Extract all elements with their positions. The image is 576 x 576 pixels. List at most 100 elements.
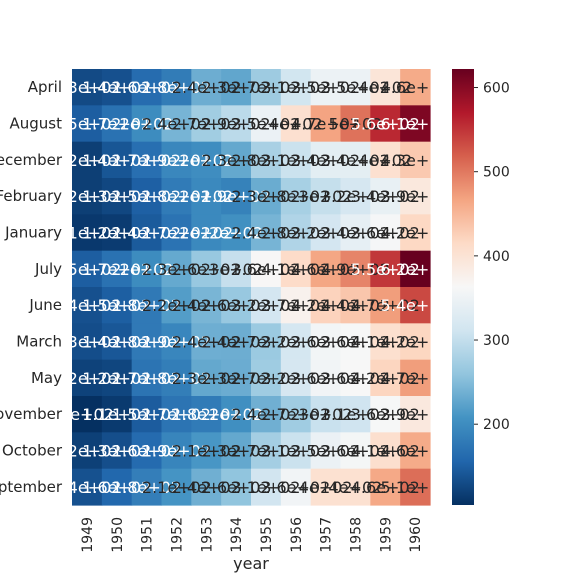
heatmap-cell	[370, 323, 401, 361]
heatmap-cell	[221, 432, 252, 470]
heatmap-cell	[251, 359, 282, 397]
cell-annotation: 1.6e+02	[112, 442, 181, 461]
cell-annotation: 3.5e+02	[321, 78, 390, 97]
cell-annotation: 2.4e+02	[172, 333, 241, 352]
cell-annotation: 2.8e+02	[261, 224, 330, 243]
cell-annotation: 4e+02	[358, 151, 412, 170]
cell-annotation: 4.1e+02	[351, 333, 420, 352]
cell-annotation: 2e+02	[179, 224, 233, 243]
cell-annotation: 1.8e+02	[112, 333, 181, 352]
cell-annotation: 5.6e+02	[351, 115, 420, 134]
heatmap-cell	[161, 69, 192, 106]
cell-annotation: 2.7e+02	[231, 333, 300, 352]
x-tick-label: 1952	[169, 517, 185, 553]
heatmap-cell	[400, 287, 431, 324]
heatmap-cell	[370, 178, 401, 215]
cell-annotation: 1.2e+02	[82, 224, 151, 243]
heatmap-cell	[101, 359, 133, 397]
heatmap-cell	[191, 359, 222, 397]
heatmap-cell	[310, 468, 342, 506]
cell-annotation: 2.9e+02	[202, 115, 271, 134]
heatmap-cell	[280, 432, 312, 470]
cell-annotation: 1.6e+02	[82, 478, 151, 497]
heatmap-cell	[161, 359, 192, 397]
cell-annotation: 1.8e+02	[172, 405, 241, 424]
cell-annotation: 4.3e+02	[381, 151, 450, 170]
colorbar-tick-label: 300	[483, 333, 510, 349]
cell-annotation: 4e+02	[358, 78, 412, 97]
cell-annotation: 1.7e+02	[142, 405, 211, 424]
cell-annotation: 3.2e+02	[321, 187, 390, 206]
cell-annotation: 2.7e+02	[231, 369, 300, 388]
heatmap-cell	[310, 105, 342, 143]
heatmap-cell	[161, 214, 192, 252]
heatmap-cell	[340, 287, 371, 324]
cell-annotation: 2.4e+02	[172, 78, 241, 97]
cell-annotation: 2.1e+02	[142, 478, 211, 497]
heatmap-cell	[340, 432, 371, 470]
cell-annotation: 1.3e+02	[82, 442, 151, 461]
cell-annotation: 2.6e+02	[202, 296, 271, 315]
cell-annotation: 3.6e+02	[321, 369, 390, 388]
heatmap-cell	[191, 250, 222, 288]
heatmap-cell	[72, 323, 103, 361]
y-tick-label: June	[28, 296, 62, 314]
cell-annotation: 3e+02	[299, 187, 353, 206]
cell-annotation: 1.8e+02	[142, 78, 211, 97]
cell-annotation: 3.4e+02	[291, 151, 360, 170]
heatmap-cell	[310, 250, 342, 288]
heatmap-cell	[340, 105, 371, 143]
heatmap-cell	[251, 432, 282, 470]
heatmap-cell	[131, 432, 163, 470]
heatmap-cell	[72, 396, 103, 433]
heatmap-cell	[340, 250, 371, 288]
cell-annotation: 3.6e+02	[261, 478, 330, 497]
colorbar-tick-label: 200	[483, 417, 510, 433]
heatmap-cell	[251, 250, 282, 288]
heatmap-cell	[280, 69, 312, 106]
heatmap-cell	[72, 214, 103, 252]
cell-annotation: 1.3e+02	[52, 333, 121, 352]
heatmap-cell	[280, 323, 312, 361]
cell-annotation: 1.8e+02	[142, 369, 211, 388]
heatmap-cell	[161, 432, 192, 470]
cell-annotation: 2.4e+02	[172, 296, 241, 315]
heatmap-cell	[191, 468, 222, 506]
heatmap-cell	[101, 250, 133, 288]
heatmap-cell	[310, 178, 342, 215]
cell-annotation: 2e+02	[120, 260, 174, 279]
heatmap-cell	[101, 323, 133, 361]
heatmap-cell	[340, 178, 371, 215]
cell-annotation: 4e+02	[299, 478, 353, 497]
cell-annotation: 1.2e+02	[52, 442, 121, 461]
cell-annotation: 3.6e+02	[291, 369, 360, 388]
cell-annotation: 2.4e+02	[172, 478, 241, 497]
colorbar-tick-label: 500	[483, 165, 510, 181]
colorbar-tick-label: 400	[483, 249, 510, 265]
heatmap-cell	[191, 141, 222, 179]
cell-annotation: 2.6e+02	[172, 260, 241, 279]
heatmap-cell	[161, 287, 192, 324]
heatmap-cell	[310, 396, 342, 433]
cell-annotation: 1.9e+02	[202, 187, 271, 206]
cell-annotation: 1.8e+02	[112, 296, 181, 315]
cell-annotation: 2.3e+02	[202, 442, 271, 461]
heatmap-cell	[370, 432, 401, 470]
cell-annotation: 3.2e+02	[261, 369, 330, 388]
cell-annotation: 2e+02	[209, 224, 263, 243]
heatmap-cell	[101, 287, 133, 324]
heatmap-cell	[101, 214, 133, 252]
cell-annotation: 4.9e+02	[321, 260, 390, 279]
colorbar-tick-label: 600	[483, 81, 510, 97]
cell-annotation: 1.5e+02	[82, 296, 151, 315]
y-tick-label: April	[28, 78, 62, 96]
heatmap-cell	[340, 323, 371, 361]
heatmap-cell	[101, 396, 133, 433]
heatmap-cell	[72, 468, 103, 506]
cell-annotation: 3.6e+02	[351, 224, 420, 243]
heatmap-cell	[161, 396, 192, 433]
cell-annotation: 1.2e+02	[52, 187, 121, 206]
heatmap-cell	[251, 396, 282, 433]
cell-annotation: 1.8e+02	[112, 478, 181, 497]
x-tick-label: 1956	[289, 517, 305, 553]
